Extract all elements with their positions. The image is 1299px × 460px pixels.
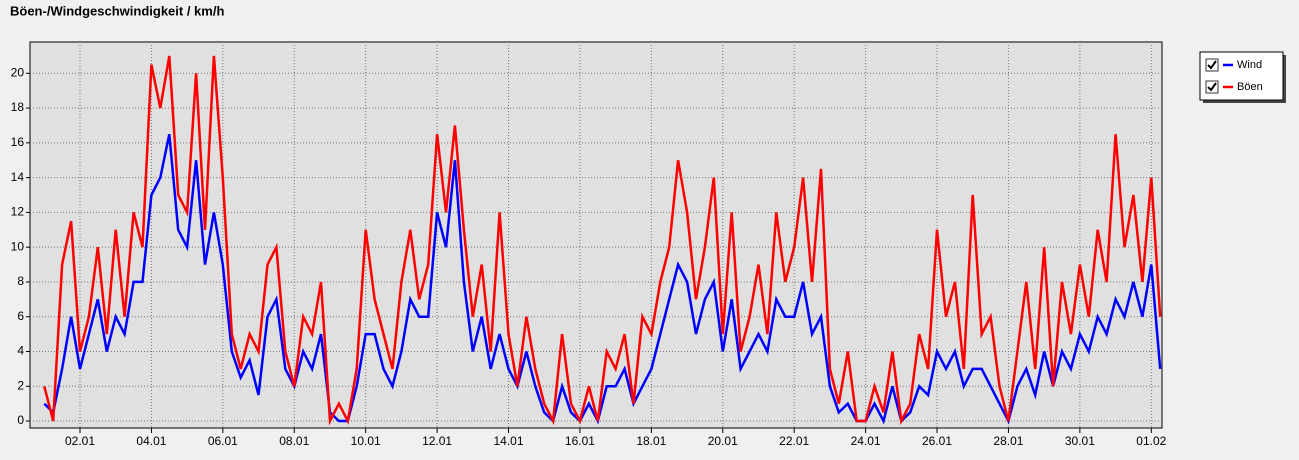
y-tick-label: 8 xyxy=(17,274,24,288)
x-tick-label: 30.01 xyxy=(1065,434,1095,448)
x-tick-label: 02.01 xyxy=(65,434,95,448)
plot-area xyxy=(29,41,1163,429)
x-tick-label: 16.01 xyxy=(565,434,595,448)
y-tick-label: 16 xyxy=(11,135,25,149)
y-tick-label: 14 xyxy=(11,170,25,184)
x-tick-label: 28.01 xyxy=(993,434,1023,448)
legend-check xyxy=(1207,60,1217,70)
x-tick-label: 20.01 xyxy=(708,434,738,448)
y-tick-label: 10 xyxy=(11,239,25,253)
x-tick-label: 22.01 xyxy=(779,434,809,448)
y-tick-label: 12 xyxy=(11,205,25,219)
x-tick-label: 10.01 xyxy=(351,434,381,448)
x-tick-label: 04.01 xyxy=(136,434,166,448)
y-tick-label: 6 xyxy=(17,309,24,323)
x-tick-label: 08.01 xyxy=(279,434,309,448)
legend-check xyxy=(1207,82,1217,92)
x-tick-label: 12.01 xyxy=(422,434,452,448)
series-line xyxy=(43,133,1162,425)
y-tick-label: 0 xyxy=(17,413,24,427)
x-tick-label: 06.01 xyxy=(208,434,238,448)
y-tick-label: 4 xyxy=(17,344,24,358)
chart-title: Böen-/Windgeschwindigkeit / km/h xyxy=(10,3,224,18)
x-tick-label: 18.01 xyxy=(636,434,666,448)
x-tick-label: 24.01 xyxy=(851,434,881,448)
legend-label: Wind xyxy=(1237,59,1262,71)
series-line xyxy=(43,55,1162,426)
y-tick-label: 20 xyxy=(11,65,25,79)
legend-label: Böen xyxy=(1237,81,1263,93)
x-tick-label: 26.01 xyxy=(922,434,952,448)
x-tick-label: 01.02 xyxy=(1136,434,1166,448)
x-tick-label: 14.01 xyxy=(493,434,523,448)
y-tick-label: 18 xyxy=(11,100,25,114)
y-tick-label: 2 xyxy=(17,378,24,392)
